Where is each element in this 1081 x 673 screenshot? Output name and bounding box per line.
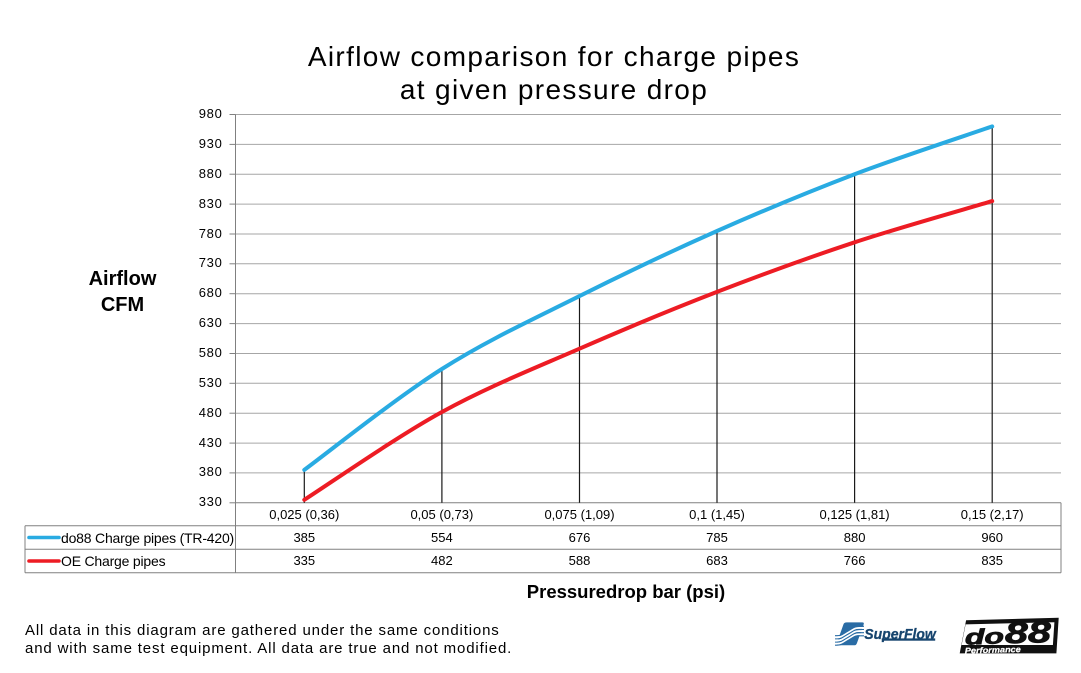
svg-text:88: 88 [1004,616,1051,650]
svg-text:Performance: Performance [965,645,1022,655]
svg-text:do: do [965,624,1005,649]
